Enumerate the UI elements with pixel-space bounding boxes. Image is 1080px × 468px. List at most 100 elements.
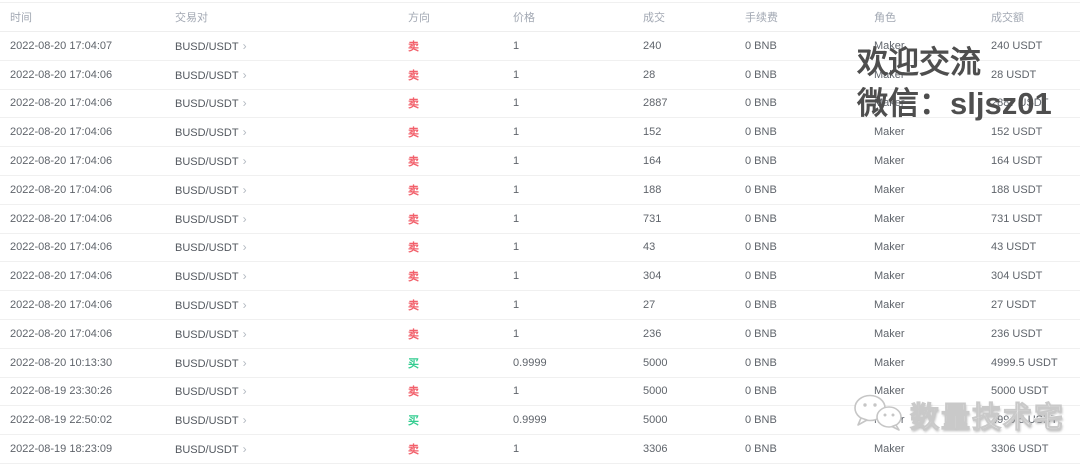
cell-role: Maker <box>874 183 905 196</box>
cell-fee: 0 BNB <box>745 327 777 340</box>
cell-time: 2022-08-20 17:04:06 <box>10 270 113 283</box>
cell-direction: 卖 <box>408 386 419 399</box>
cell-price: 1 <box>513 126 520 139</box>
cell-fee: 0 BNB <box>745 68 777 81</box>
cell-price: 1 <box>513 299 520 312</box>
table-body: 2022-08-20 17:04:07 BUSD/USDT › 卖 1 240 0… <box>0 32 1080 464</box>
cell-fee: 0 BNB <box>745 212 777 225</box>
cell-price: 1 <box>513 241 520 254</box>
cell-role: Maker <box>874 356 905 369</box>
cell-role: Maker <box>874 241 905 254</box>
cell-filled: 2887 <box>643 97 668 110</box>
cell-pair[interactable]: BUSD/USDT › <box>175 240 247 255</box>
cell-direction: 卖 <box>408 127 419 140</box>
table-row: 2022-08-20 17:04:06 BUSD/USDT › 卖 1 2887 … <box>0 89 1080 119</box>
cell-direction: 卖 <box>408 300 419 313</box>
cell-price: 1 <box>513 39 520 52</box>
cell-pair[interactable]: BUSD/USDT › <box>175 384 247 399</box>
cell-time: 2022-08-19 22:50:02 <box>10 414 113 427</box>
cell-time: 2022-08-20 17:04:06 <box>10 97 113 110</box>
table-row: 2022-08-20 17:04:06 BUSD/USDT › 卖 1 164 0… <box>0 147 1080 176</box>
cell-filled: 188 <box>643 183 662 196</box>
chevron-right-icon: › <box>242 67 247 82</box>
cell-total: 4999.5 USDT <box>991 356 1058 369</box>
cell-filled: 164 <box>643 155 662 168</box>
cell-role: Maker <box>874 414 905 427</box>
cell-pair[interactable]: BUSD/USDT › <box>175 67 247 82</box>
cell-pair[interactable]: BUSD/USDT › <box>175 355 247 370</box>
cell-direction: 卖 <box>408 69 419 82</box>
cell-filled: 5000 <box>643 385 668 398</box>
cell-fee: 0 BNB <box>745 443 777 456</box>
cell-pair[interactable]: BUSD/USDT › <box>175 442 247 457</box>
cell-time: 2022-08-20 10:13:30 <box>10 356 113 369</box>
chevron-right-icon: › <box>242 96 247 111</box>
cell-role: Maker <box>874 39 905 52</box>
table-row: 2022-08-19 22:50:02 BUSD/USDT › 买 0.9999 … <box>0 406 1080 436</box>
cell-total: 3306 USDT <box>991 443 1049 456</box>
cell-filled: 3306 <box>643 443 668 456</box>
cell-direction: 卖 <box>408 98 419 111</box>
cell-total: 304 USDT <box>991 270 1043 283</box>
cell-filled: 5000 <box>643 356 668 369</box>
cell-fee: 0 BNB <box>745 97 777 110</box>
cell-pair[interactable]: BUSD/USDT › <box>175 326 247 341</box>
cell-pair[interactable]: BUSD/USDT › <box>175 298 247 313</box>
cell-time: 2022-08-20 17:04:06 <box>10 68 113 81</box>
cell-total: 28 USDT <box>991 68 1037 81</box>
cell-pair[interactable]: BUSD/USDT › <box>175 96 247 111</box>
cell-filled: 304 <box>643 270 662 283</box>
cell-price: 1 <box>513 68 520 81</box>
cell-total: 5000 USDT <box>991 385 1049 398</box>
cell-direction: 买 <box>408 415 419 428</box>
chevron-right-icon: › <box>242 355 247 370</box>
cell-time: 2022-08-20 17:04:06 <box>10 327 113 340</box>
cell-pair[interactable]: BUSD/USDT › <box>175 154 247 169</box>
cell-total: 152 USDT <box>991 126 1043 139</box>
cell-direction: 卖 <box>408 156 419 169</box>
cell-role: Maker <box>874 126 905 139</box>
cell-time: 2022-08-20 17:04:06 <box>10 155 113 168</box>
cell-direction: 卖 <box>408 271 419 284</box>
chevron-right-icon: › <box>242 298 247 313</box>
column-header-time: 时间 <box>10 12 32 24</box>
column-header-total: 成交额 <box>991 12 1024 24</box>
cell-fee: 0 BNB <box>745 39 777 52</box>
cell-price: 1 <box>513 327 520 340</box>
cell-direction: 卖 <box>408 328 419 341</box>
chevron-right-icon: › <box>242 442 247 457</box>
table-row: 2022-08-20 17:04:06 BUSD/USDT › 卖 1 152 0… <box>0 118 1080 148</box>
chevron-right-icon: › <box>242 240 247 255</box>
cell-price: 1 <box>513 385 520 398</box>
cell-total: 240 USDT <box>991 39 1043 52</box>
cell-pair[interactable]: BUSD/USDT › <box>175 413 247 428</box>
cell-total: 43 USDT <box>991 241 1037 254</box>
table-header-row: 时间 交易对 方向 价格 成交 手续费 角色 成交额 <box>0 2 1080 32</box>
cell-role: Maker <box>874 299 905 312</box>
table-row: 2022-08-20 17:04:06 BUSD/USDT › 卖 1 731 0… <box>0 204 1080 234</box>
cell-filled: 152 <box>643 126 662 139</box>
cell-time: 2022-08-20 17:04:06 <box>10 183 113 196</box>
cell-fee: 0 BNB <box>745 241 777 254</box>
cell-pair[interactable]: BUSD/USDT › <box>175 211 247 226</box>
cell-pair[interactable]: BUSD/USDT › <box>175 182 247 197</box>
cell-price: 0.9999 <box>513 414 547 427</box>
cell-total: 236 USDT <box>991 327 1043 340</box>
cell-filled: 731 <box>643 212 662 225</box>
cell-pair[interactable]: BUSD/USDT › <box>175 269 247 284</box>
cell-time: 2022-08-20 17:04:06 <box>10 212 113 225</box>
cell-pair[interactable]: BUSD/USDT › <box>175 38 247 53</box>
column-header-filled: 成交 <box>643 12 665 24</box>
table-row: 2022-08-19 23:30:26 BUSD/USDT › 卖 1 5000 … <box>0 377 1080 407</box>
cell-direction: 买 <box>408 357 419 370</box>
cell-filled: 5000 <box>643 414 668 427</box>
cell-role: Maker <box>874 97 905 110</box>
cell-pair[interactable]: BUSD/USDT › <box>175 125 247 140</box>
cell-filled: 236 <box>643 327 662 340</box>
cell-time: 2022-08-19 18:23:09 <box>10 443 113 456</box>
cell-fee: 0 BNB <box>745 414 777 427</box>
cell-direction: 卖 <box>408 213 419 226</box>
table-row: 2022-08-20 17:04:06 BUSD/USDT › 卖 1 188 0… <box>0 175 1080 205</box>
cell-filled: 27 <box>643 299 656 312</box>
